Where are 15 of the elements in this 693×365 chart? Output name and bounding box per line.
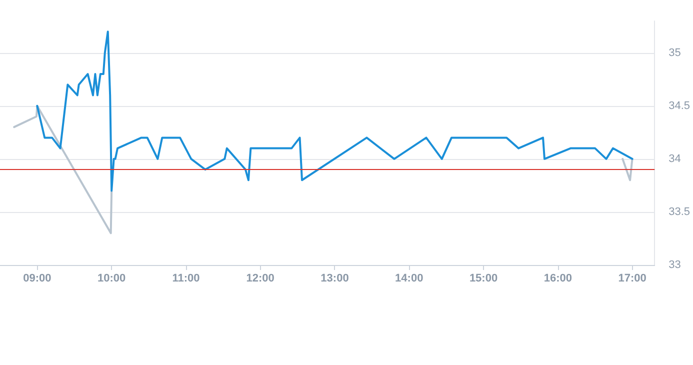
x-tick-label: 16:00	[544, 272, 572, 284]
y-tick-label: 34	[668, 152, 681, 165]
x-tick-label: 10:00	[98, 272, 126, 284]
line-series	[36, 30, 634, 192]
y-tick-label: 34.5	[668, 100, 690, 112]
y-tick-label: 33	[668, 259, 681, 271]
x-tick-label: 15:00	[469, 272, 498, 284]
x-tick-label: 13:00	[320, 272, 349, 284]
y-tick-label: 35	[668, 46, 681, 59]
x-tick-label: 14:00	[395, 272, 424, 284]
x-tick-label: 17:00	[618, 272, 646, 284]
y-tick-label: 33.5	[668, 206, 690, 218]
x-tick-label: 12:00	[246, 272, 274, 284]
x-tick-label: 11:00	[172, 272, 200, 284]
x-tick-label: 09:00	[23, 272, 52, 284]
